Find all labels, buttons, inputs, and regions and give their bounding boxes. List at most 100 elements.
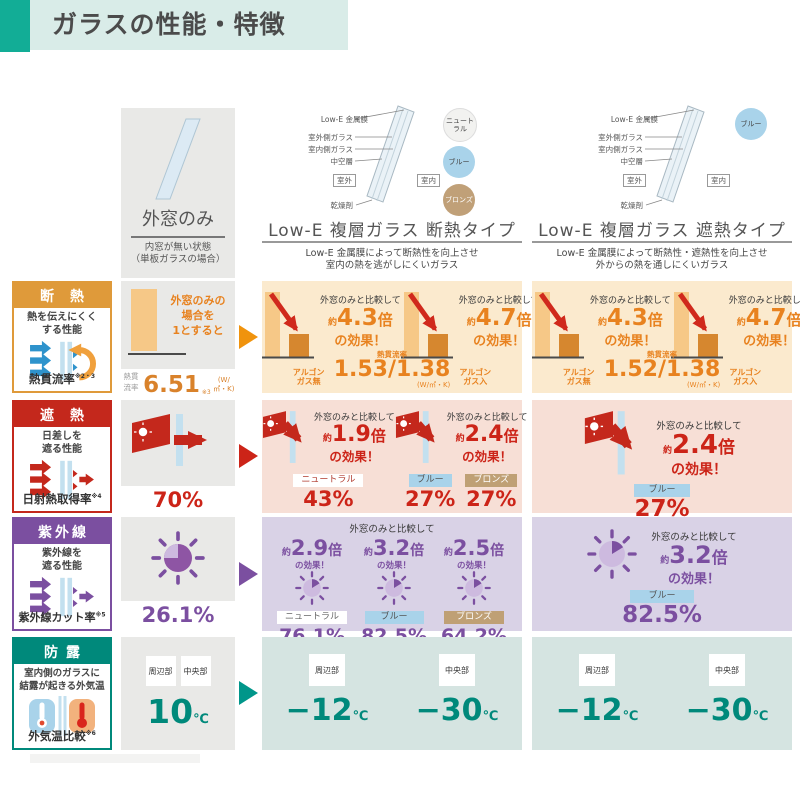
compare-note: 外窓のみと比較して	[651, 532, 737, 543]
uv-sun-pie-icon	[587, 529, 638, 587]
cell-insulation-type-shading: 外窓のみと比較して 約1.9倍 の効果！ ニュートラル 43%	[262, 400, 527, 513]
temp-value: −30℃	[416, 693, 499, 728]
comparison-group: 外窓のみと比較して 約3.2倍 の効果！	[532, 517, 792, 587]
factor-value: 3.2	[372, 536, 411, 560]
diagram-label-inner-glass: 室内側ガラス	[598, 145, 643, 154]
glazing-diagram: Low-E 金属膜 室外側ガラス 室内側ガラス 中空層 室外 室内 乾燥剤	[300, 104, 500, 210]
approx: 約	[662, 446, 672, 456]
factor-value: 2.4	[464, 422, 504, 447]
row-title: 紫外線	[14, 519, 110, 544]
u-value-cluster: アルゴンガス無 熱貫流率 1.52/1.38 (W/㎡・K) アルゴンガス入	[532, 349, 792, 390]
desc-line2: 遮る性能	[42, 444, 82, 455]
times: 倍	[370, 427, 386, 445]
factor: 約2.5倍	[444, 537, 504, 559]
factor: 約4.3倍	[320, 306, 401, 330]
desc-line2: 遮る性能	[42, 561, 82, 572]
divider	[262, 241, 522, 243]
argon-with-label: アルゴンガス入	[729, 368, 762, 386]
temp-group-edge: 周辺部 −12℃	[532, 637, 662, 750]
baseline-insulation-chart: 外窓のみの 場合を 1とすると	[121, 281, 235, 369]
temp-number: −12	[285, 693, 353, 728]
factor: 約4.7倍	[729, 306, 800, 330]
approx: 約	[660, 556, 670, 566]
cell-baseline-condensation: 周辺部 中央部 10℃	[121, 637, 235, 750]
compare-note: 外窓のみと比較して	[320, 296, 401, 306]
color-chip-bronze: ブロンズ	[443, 184, 475, 216]
u-value-unit: (W/㎡・K)	[416, 381, 451, 389]
temp-value: −30℃	[686, 693, 769, 728]
times: 倍	[711, 548, 728, 567]
inside-label: 室内	[417, 174, 440, 187]
compare-note: 外窓のみと比較して	[314, 413, 395, 423]
desc-line2: 結露が起きる外気温	[19, 681, 105, 692]
sun-through-glass-icon	[582, 410, 644, 482]
metric-note: ※2・3	[74, 373, 96, 381]
u-value-label: 熱貫流率	[123, 372, 139, 392]
compare-note: 外窓のみと比較して	[728, 296, 800, 306]
approx: 約	[443, 548, 453, 558]
cell-shading-type-insulation: 外窓のみと比較して 約4.3倍 の効果！ 外窓のみと比較して 約4.7倍 の効果…	[532, 281, 800, 393]
argon-without-label: アルゴンガス無	[292, 368, 325, 386]
footnote-strip	[30, 754, 200, 763]
cell-baseline-insulation: 外窓のみの 場合を 1とすると 熱貫流率 6.51 ※3 (W/㎡・K)	[121, 281, 235, 397]
temp-unit: ℃	[752, 709, 769, 724]
effect-label: の効果！	[334, 334, 387, 350]
u-value-label: 熱貫流率	[646, 350, 677, 359]
factor-value: 2.4	[671, 430, 719, 460]
glazing-diagram-drawing	[644, 105, 705, 206]
comparison-text: 外窓のみと比較して 約1.9倍 の効果！	[314, 410, 395, 465]
factor-value: 2.9	[290, 536, 329, 560]
comparison-groups: 外窓のみと比較して 約1.9倍 の効果！ ニュートラル 43%	[262, 400, 527, 511]
temp-unit: ℃	[622, 709, 639, 724]
effect-label: の効果！	[604, 334, 657, 350]
factor-value: 4.3	[606, 305, 648, 331]
comparison-text: 外窓のみと比較して 約4.3倍 の効果！	[320, 293, 401, 349]
times: 倍	[503, 427, 519, 445]
chart-baseline-line	[128, 353, 186, 355]
inside-label: 室内	[707, 174, 730, 187]
cell-insulation-type-insulation: 外窓のみと比較して 約4.3倍 の効果！ 外窓のみと比較して 約4.7倍 の効果…	[262, 281, 539, 393]
note-line2: 場合を	[181, 309, 215, 322]
approx: 約	[281, 548, 291, 558]
compare-note: 外窓のみと比較して	[458, 296, 540, 306]
approx: 約	[322, 434, 332, 444]
baseline-note: 外窓のみの 場合を 1とすると	[163, 293, 233, 338]
approx: 約	[327, 318, 337, 328]
comparison-groups: 外窓のみと比較して 約4.3倍 の効果！ 外窓のみと比較して 約4.7倍 の効果…	[262, 281, 539, 369]
effect-label: の効果！	[743, 334, 796, 350]
edge-badge: 周辺部	[579, 654, 615, 686]
color-badge-blue: ブルー	[408, 474, 452, 487]
diagram-label-lowe-film: Low-E 金属膜	[320, 115, 368, 124]
edge-badge: 周辺部	[309, 654, 345, 686]
metric-note: ※6	[85, 730, 96, 738]
argon-with-label: アルゴンガス入	[459, 368, 492, 386]
diagram-label-air-layer: 中空層	[620, 157, 644, 166]
temp-value: −12℃	[556, 693, 639, 728]
factor-value: 4.3	[336, 305, 378, 331]
subtitle-line2: 外からの熱を通しにくいガラス	[595, 260, 729, 271]
compare-note: 外窓のみと比較して	[446, 413, 528, 423]
row-label-condensation: 防露 室内側のガラスに 結露が起きる外気温 外気温比較※6	[12, 637, 112, 750]
color-chip-blue: ブルー	[735, 108, 767, 140]
header-band	[30, 0, 348, 50]
bar-comparison-chart	[400, 287, 455, 369]
insulation-type-column-subtitle: Low-E 金属膜によって断熱性を向上させ 室内の熱を逃がしにくいガラス	[262, 248, 522, 272]
comparison-group: 外窓のみと比較して 約4.3倍 の効果！	[532, 287, 671, 369]
comparison-groups: 約2.9倍 の効果！ ニュートラル 76.1% 約3.2倍 の効果！ ブルー 8…	[262, 535, 522, 648]
desc-line1: 室内側のガラスに	[24, 668, 100, 679]
comparison-group: 約2.5倍 の効果！ ブロンズ 64.2%	[441, 537, 507, 648]
column-header-baseline: 外窓のみ 内窓が無い状態 （単板ガラスの場合）	[121, 108, 235, 278]
effect-label: の効果！	[377, 561, 412, 572]
temp-badges: 周辺部 中央部	[121, 637, 235, 686]
effect-label: の効果！	[329, 449, 380, 465]
center-badge: 中央部	[709, 654, 745, 686]
comparison-group: 外窓のみと比較して 約4.3倍 の効果！	[262, 287, 401, 369]
metric-label: 外気温比較	[28, 729, 86, 743]
factor: 約2.9倍	[282, 537, 342, 559]
right-arrow-insulation	[239, 325, 258, 349]
color-badge-bronze: ブロンズ	[465, 474, 518, 487]
metric-label: 日射熱取得率	[22, 492, 92, 506]
color-chip-blue: ブルー	[443, 146, 475, 178]
comparison-groups: 外窓のみと比較して 約4.3倍 の効果！ 外窓のみと比較して 約4.7倍 の効果…	[532, 281, 800, 369]
color-badge-neutral: ニュートラル	[293, 474, 364, 487]
